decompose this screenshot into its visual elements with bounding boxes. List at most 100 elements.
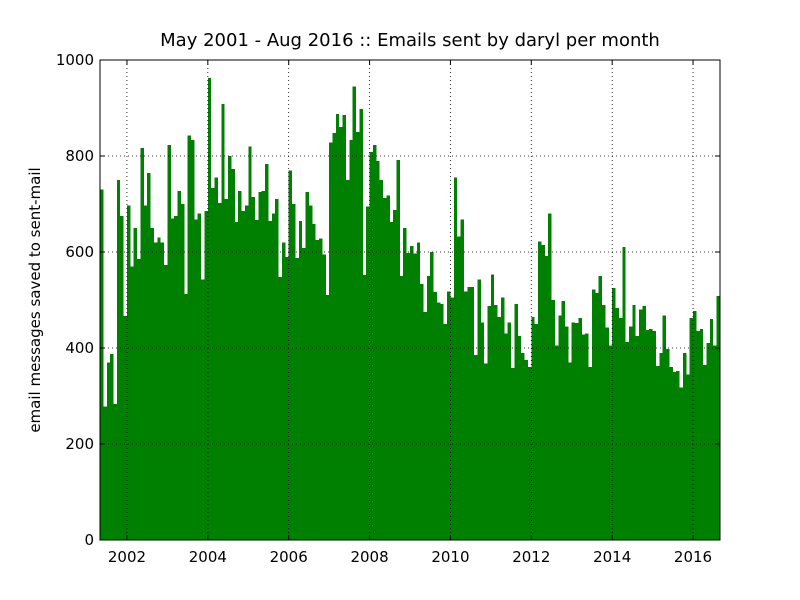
bar xyxy=(548,213,552,540)
bar xyxy=(133,228,138,540)
bar xyxy=(635,336,640,540)
bar xyxy=(204,211,208,540)
bar xyxy=(413,253,417,540)
bar xyxy=(669,367,673,540)
bar xyxy=(345,180,350,540)
bar xyxy=(470,287,475,540)
bar xyxy=(457,236,461,540)
bar xyxy=(251,196,256,541)
bar xyxy=(359,108,363,541)
bar xyxy=(275,199,279,540)
bar xyxy=(248,146,252,540)
bar xyxy=(578,318,582,540)
bar xyxy=(255,219,259,540)
bar xyxy=(123,315,127,540)
bar xyxy=(416,242,421,540)
bar xyxy=(406,252,410,540)
bar xyxy=(497,316,501,540)
y-tick-label: 1000 xyxy=(56,51,94,69)
bar xyxy=(292,204,296,540)
bar xyxy=(436,302,441,540)
plot-frame xyxy=(99,59,721,541)
x-tick-label: 2012 xyxy=(512,548,550,566)
bar xyxy=(612,288,616,540)
bar xyxy=(281,242,286,540)
bar xyxy=(342,115,346,540)
bar xyxy=(106,362,111,540)
y-tick-label: 400 xyxy=(65,339,94,357)
bar xyxy=(625,342,630,540)
bar xyxy=(329,142,333,540)
bar xyxy=(581,334,586,540)
bar xyxy=(285,256,289,540)
bar xyxy=(666,348,670,540)
bar xyxy=(504,333,508,540)
bar xyxy=(113,404,117,540)
bar xyxy=(332,132,336,540)
bar xyxy=(517,336,522,540)
bar xyxy=(295,257,299,540)
bar xyxy=(180,204,185,540)
x-tick-label: 2008 xyxy=(350,548,388,566)
bar xyxy=(595,292,599,540)
bar xyxy=(490,274,495,540)
bar xyxy=(207,77,212,540)
bar xyxy=(568,362,572,540)
bar xyxy=(467,287,471,540)
bar xyxy=(571,322,576,540)
bar xyxy=(167,144,171,540)
bar xyxy=(679,387,683,540)
bar xyxy=(507,322,512,540)
chart-title: May 2001 - Aug 2016 :: Emails sent by da… xyxy=(160,30,660,51)
bar xyxy=(676,371,680,540)
bar xyxy=(312,224,316,540)
bar xyxy=(494,304,498,540)
bar xyxy=(244,205,249,540)
bar xyxy=(484,363,488,540)
bar xyxy=(443,324,448,540)
bar xyxy=(319,238,323,540)
bar xyxy=(379,180,384,540)
bar xyxy=(268,220,272,541)
bar xyxy=(288,170,293,540)
bar xyxy=(197,213,202,540)
bar xyxy=(440,303,444,540)
bar xyxy=(305,192,309,540)
bar xyxy=(339,127,343,540)
bar xyxy=(632,304,636,540)
bar xyxy=(450,297,454,540)
bar xyxy=(703,364,707,540)
bar xyxy=(211,188,215,540)
bar xyxy=(686,374,690,540)
bar xyxy=(588,367,592,540)
bar xyxy=(271,213,276,540)
bar xyxy=(410,246,414,541)
bar xyxy=(696,331,700,540)
bar xyxy=(659,352,663,540)
bar xyxy=(150,228,154,540)
x-tick-label: 2016 xyxy=(674,548,712,566)
bar xyxy=(423,312,427,540)
bar xyxy=(591,289,596,540)
y-tick-label: 800 xyxy=(65,147,94,165)
bar xyxy=(608,345,613,540)
bar xyxy=(177,191,181,541)
bar xyxy=(278,276,282,540)
bar xyxy=(265,164,269,540)
bar xyxy=(602,304,606,540)
bar xyxy=(598,276,603,540)
bar xyxy=(325,295,330,540)
bar xyxy=(639,309,643,540)
bar xyxy=(258,192,262,540)
bar xyxy=(120,216,124,540)
bar xyxy=(672,372,677,540)
bar xyxy=(716,296,720,540)
bar xyxy=(538,241,542,540)
bar xyxy=(558,315,562,540)
bar xyxy=(201,279,205,540)
bar xyxy=(315,240,320,540)
bar xyxy=(362,275,367,540)
x-tick-label: 2014 xyxy=(593,548,631,566)
bar xyxy=(194,219,198,541)
bar xyxy=(453,177,458,540)
